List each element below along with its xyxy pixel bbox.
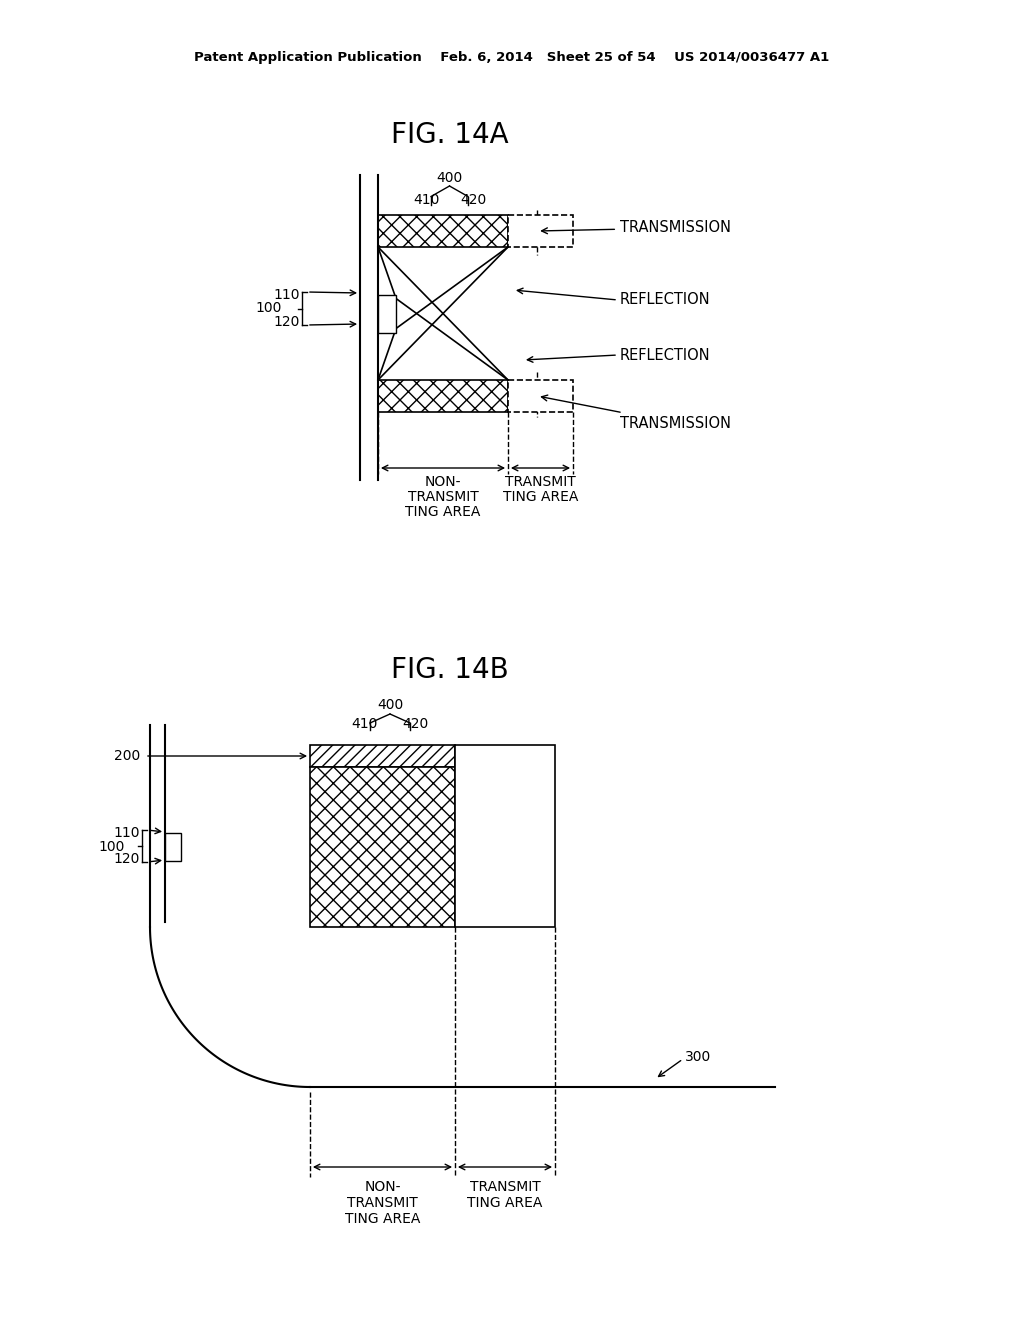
Text: FIG. 14A: FIG. 14A (391, 121, 509, 149)
Text: 400: 400 (377, 698, 403, 711)
Text: 120: 120 (114, 851, 140, 866)
Text: FIG. 14B: FIG. 14B (391, 656, 509, 684)
Text: 110: 110 (273, 288, 300, 302)
Text: TRANSMIT: TRANSMIT (408, 490, 478, 504)
Text: 200: 200 (114, 748, 140, 763)
Text: 110: 110 (114, 826, 140, 840)
Text: 420: 420 (460, 193, 486, 207)
Bar (508, 380, 573, 412)
Text: TRANSMISSION: TRANSMISSION (542, 395, 731, 430)
Text: TRANSMIT: TRANSMIT (505, 475, 575, 488)
Text: 410: 410 (413, 193, 439, 207)
Text: TRANSMIT: TRANSMIT (470, 1180, 541, 1195)
Text: TRANSMIT: TRANSMIT (347, 1196, 418, 1210)
Text: 400: 400 (436, 172, 463, 185)
Text: 420: 420 (401, 717, 428, 731)
Bar (455, 744, 555, 927)
Text: REFLECTION: REFLECTION (620, 347, 711, 363)
Bar (508, 215, 573, 247)
Text: 120: 120 (273, 315, 300, 329)
Text: 100: 100 (256, 301, 282, 315)
Bar (310, 767, 455, 927)
Bar (378, 380, 508, 412)
Text: NON-: NON- (425, 475, 461, 488)
Text: TING AREA: TING AREA (467, 1196, 543, 1210)
Bar (310, 744, 455, 767)
Bar (165, 833, 181, 861)
Text: 100: 100 (98, 840, 125, 854)
Bar (378, 294, 396, 333)
Text: REFLECTION: REFLECTION (620, 293, 711, 308)
Text: 410: 410 (352, 717, 378, 731)
Text: TING AREA: TING AREA (503, 490, 579, 504)
Bar (378, 215, 508, 247)
Text: TING AREA: TING AREA (345, 1212, 420, 1226)
Text: 300: 300 (685, 1049, 712, 1064)
Text: NON-: NON- (365, 1180, 400, 1195)
Text: TRANSMISSION: TRANSMISSION (542, 220, 731, 235)
Text: Patent Application Publication    Feb. 6, 2014   Sheet 25 of 54    US 2014/00364: Patent Application Publication Feb. 6, 2… (195, 50, 829, 63)
Text: TING AREA: TING AREA (406, 506, 480, 519)
